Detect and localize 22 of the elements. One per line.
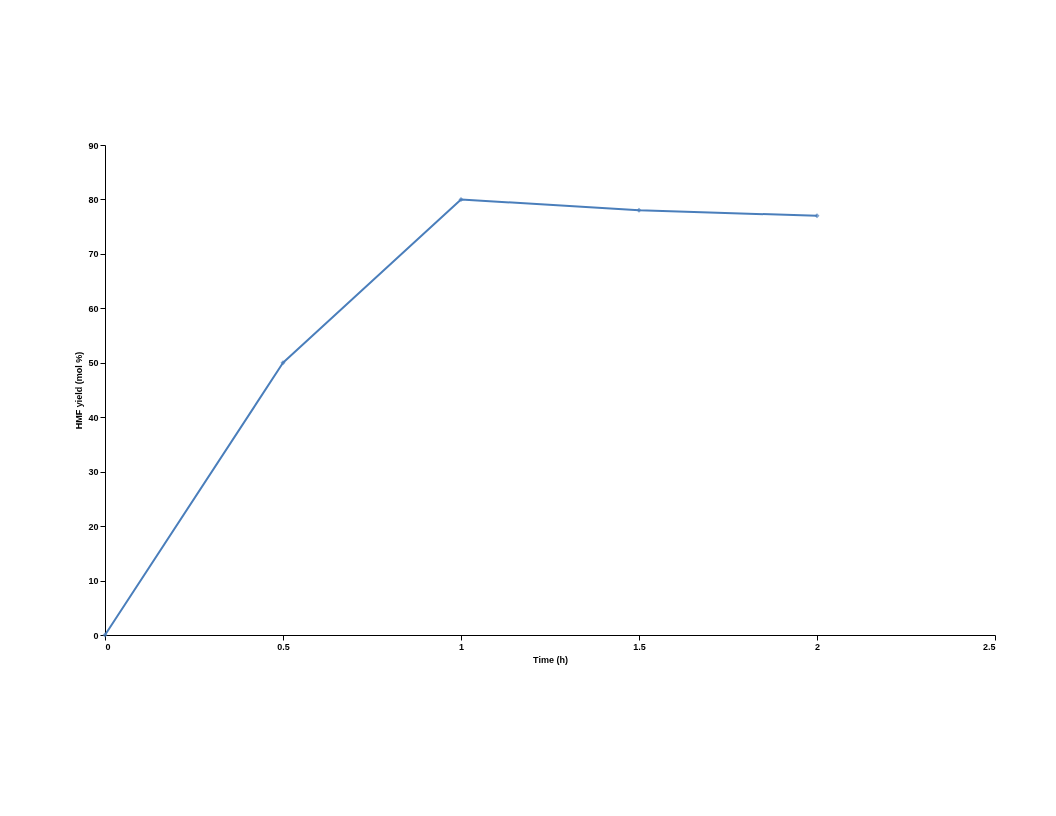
y-tick-label: 80	[88, 194, 99, 205]
x-tick-label: 0	[105, 641, 111, 652]
y-tick-label: 0	[93, 630, 99, 641]
y-axis-title: HMF yield (mol %)	[74, 351, 85, 430]
x-tick-label: 0.5	[277, 641, 290, 652]
y-tick-label: 60	[88, 303, 99, 314]
x-tick-label: 1.5	[633, 641, 646, 652]
y-tick-label: 40	[88, 412, 99, 423]
x-tick-label: 2	[814, 641, 821, 652]
point	[458, 196, 464, 202]
y-tick-label: 10	[88, 576, 99, 587]
x-axis-title: Time (h)	[533, 654, 568, 665]
y-tick-label: 90	[88, 140, 99, 151]
point	[814, 213, 820, 219]
y-tick-label: 50	[88, 358, 99, 369]
y-tick-label: 20	[88, 521, 99, 532]
point	[636, 207, 642, 213]
x-tick-label: 1	[458, 641, 465, 652]
x-tick-label: 2.5	[982, 641, 996, 652]
y-tick-label: 30	[88, 467, 99, 478]
y-tick-label: 70	[88, 249, 99, 260]
point	[280, 360, 286, 366]
